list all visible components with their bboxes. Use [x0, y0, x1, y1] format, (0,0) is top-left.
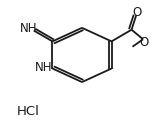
Text: HCl: HCl: [17, 105, 40, 118]
Text: O: O: [132, 6, 142, 19]
Text: NH: NH: [20, 22, 38, 35]
Text: O: O: [139, 36, 148, 49]
Text: NH: NH: [35, 61, 52, 74]
